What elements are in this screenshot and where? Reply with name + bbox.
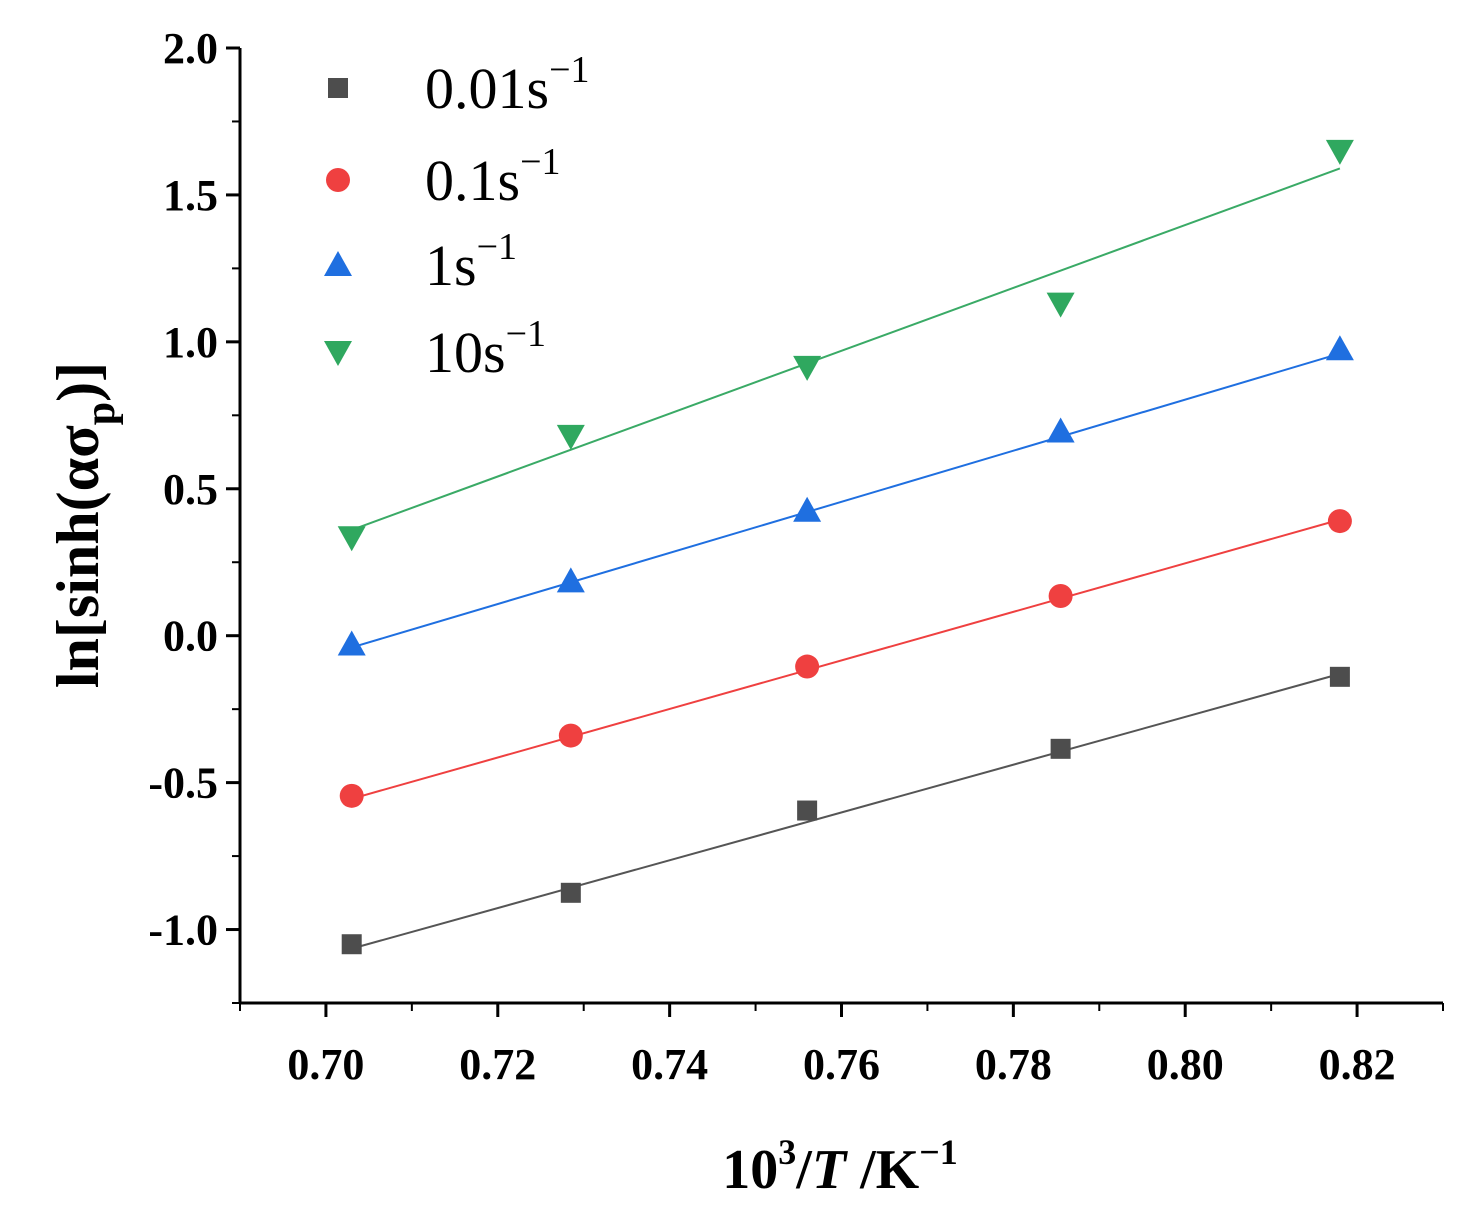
y-tick-label: 1.5	[163, 171, 218, 220]
data-point-series-2	[793, 496, 822, 522]
x-tick-label: 0.74	[631, 1040, 708, 1089]
legend-marker	[328, 78, 348, 98]
fit-line-series-3	[351, 167, 1341, 531]
x-tick-label: 0.76	[803, 1040, 880, 1089]
data-point-series-3	[337, 526, 366, 552]
fit-line-series-0	[351, 672, 1341, 950]
x-tick-label: 0.78	[975, 1040, 1052, 1089]
data-point-series-0	[341, 934, 362, 955]
data-point-series-1	[1048, 584, 1073, 609]
axes: -1.0 -0.5 0.0 0.5 1.0 1.5 2.0 0.70 0.72 0.74 0.76 0…	[148, 24, 1444, 1089]
y-title-sub: p	[78, 402, 124, 425]
legend-label: 10s−1	[425, 313, 546, 385]
fit-line-series-2	[351, 352, 1341, 649]
legend-marker	[324, 341, 352, 366]
legend-label-base: 0.1s	[425, 148, 520, 213]
y-tick-label: 0.0	[163, 612, 218, 661]
data-point-series-2	[1046, 417, 1075, 443]
data-point-series-1	[1327, 509, 1352, 534]
y-title-prefix: ln[sinh(ασ	[45, 425, 111, 688]
x-title-sup: 3	[778, 1132, 796, 1172]
legend-label: 0.1s−1	[425, 141, 561, 213]
x-axis-title: 103/T /K−1	[722, 1132, 957, 1201]
x-title-unit-sup: −1	[919, 1132, 958, 1172]
x-title-base: 10	[722, 1139, 778, 1201]
data-point-series-3	[1325, 139, 1354, 165]
legend-label-sup: −1	[506, 313, 546, 355]
data-point-series-3	[556, 424, 585, 450]
legend-marker	[324, 251, 352, 276]
x-tick-label: 0.80	[1147, 1040, 1224, 1089]
data-point-series-0	[797, 800, 818, 821]
x-tick-label: 0.70	[287, 1040, 364, 1089]
data-point-series-3	[1046, 292, 1075, 318]
legend-label-sup: −1	[520, 141, 560, 183]
fit-lines	[351, 167, 1341, 950]
x-title-slash: /	[795, 1139, 813, 1201]
legend-marker	[326, 168, 350, 192]
data-point-series-1	[339, 783, 364, 808]
legend-label: 1s−1	[425, 226, 517, 298]
x-tick-label: 0.82	[1319, 1040, 1396, 1089]
legend-label-base: 1s	[425, 233, 477, 298]
data-point-series-2	[1325, 335, 1354, 361]
y-axis-title: ln[sinh(ασp)]	[45, 362, 124, 688]
y-tick-label: -1.0	[148, 906, 218, 955]
data-point-series-3	[793, 355, 822, 381]
data-point-series-1	[795, 654, 820, 679]
y-tick-label: 0.5	[163, 465, 218, 514]
legend-label-base: 10s	[425, 320, 506, 385]
y-tick-label: 2.0	[163, 24, 218, 73]
data-point-series-2	[337, 630, 366, 656]
data-point-series-0	[1050, 738, 1071, 759]
legend-label-base: 0.01s	[425, 56, 549, 121]
x-tick-label: 0.72	[459, 1040, 536, 1089]
legend-label-sup: −1	[477, 226, 517, 268]
fit-line-series-1	[351, 518, 1341, 800]
y-tick-label: -0.5	[148, 759, 218, 808]
data-point-series-0	[560, 882, 581, 903]
legend-label-sup: −1	[549, 49, 589, 91]
x-title-T: T	[812, 1139, 849, 1201]
x-title-unit: /K	[846, 1139, 920, 1201]
y-title-suffix: )]	[45, 362, 111, 402]
y-tick-label: 1.0	[163, 318, 218, 367]
legend-label: 0.01s−1	[425, 49, 590, 121]
data-point-series-0	[1329, 666, 1350, 687]
data-markers	[337, 139, 1354, 955]
data-point-series-2	[556, 567, 585, 593]
data-point-series-1	[558, 723, 583, 748]
